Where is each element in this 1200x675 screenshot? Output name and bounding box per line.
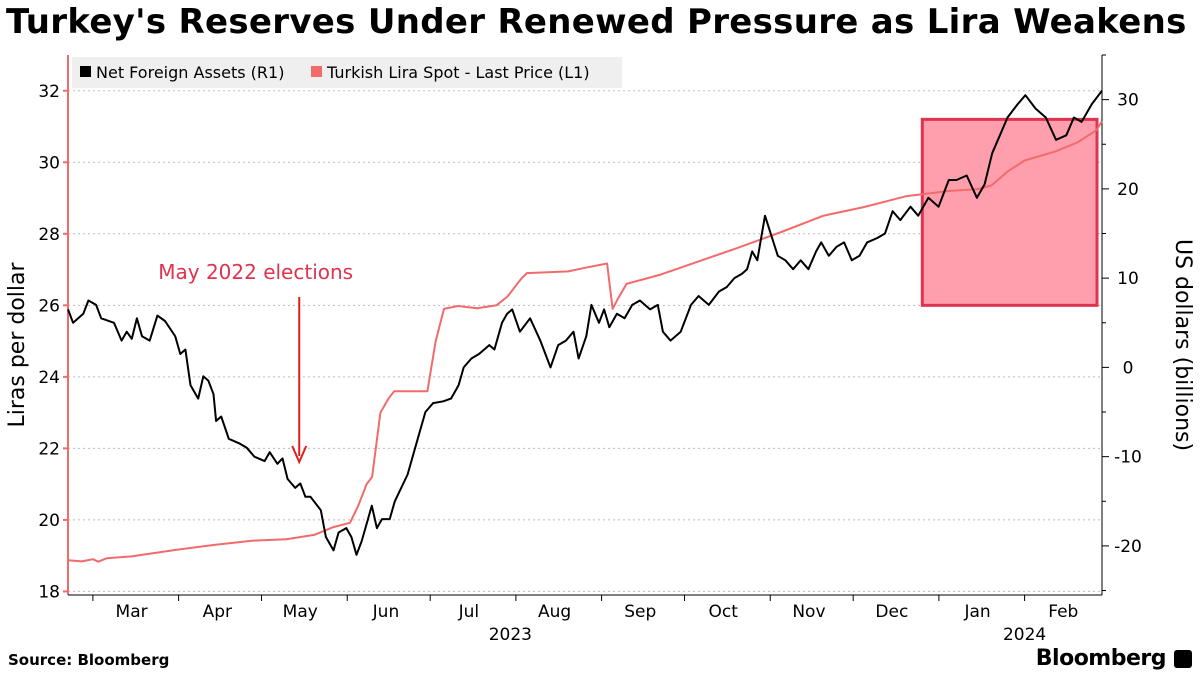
annotation-arrowhead: [291, 445, 308, 465]
legend-background: [72, 57, 622, 88]
x-tick-label-oct: Oct: [709, 602, 739, 622]
x-tick-label-jun: Jun: [372, 602, 400, 622]
highlight-box: [920, 117, 1099, 307]
left-tick-label: 26: [38, 296, 60, 316]
left-tick-label: 28: [38, 225, 60, 245]
legend-swatch-nfa: [80, 66, 91, 77]
net-foreign-assets-line: [67, 90, 1103, 556]
right-tick-label: -20: [1114, 537, 1142, 557]
x-year-label: 2024: [1003, 625, 1046, 645]
left-tick-label: 24: [38, 368, 60, 388]
x-tick-label-sep: Sep: [624, 602, 656, 622]
right-tick-label: 0: [1123, 358, 1134, 378]
left-axis-title: Liras per dollar: [5, 262, 30, 428]
source-note: Source: Bloomberg: [8, 651, 170, 669]
legend-label-lira: Turkish Lira Spot - Last Price (L1): [326, 63, 590, 82]
x-tick-label-apr: Apr: [203, 602, 232, 622]
right-tick-label: 30: [1117, 91, 1139, 111]
x-tick-label-nov: Nov: [792, 602, 825, 622]
annotation-label: May 2022 elections: [158, 260, 353, 284]
left-tick-label: 30: [38, 153, 60, 173]
bloomberg-terminal-icon: [1174, 650, 1192, 668]
x-tick-label-may: May: [283, 602, 318, 622]
right-tick-label: 20: [1117, 180, 1139, 200]
chart-title: Turkey's Reserves Under Renewed Pressure…: [6, 2, 1187, 42]
right-axis-title: US dollars (billions): [1170, 239, 1195, 451]
left-tick-label: 32: [38, 82, 60, 102]
x-tick-label-dec: Dec: [875, 602, 908, 622]
x-year-label: 2023: [489, 625, 532, 645]
x-tick-label-aug: Aug: [538, 602, 571, 622]
right-tick-label: -10: [1114, 448, 1142, 468]
right-tick-label: 10: [1117, 269, 1139, 289]
x-tick-label-jul: Jul: [458, 602, 480, 622]
left-tick-label: 22: [38, 439, 60, 459]
left-tick-label: 20: [38, 511, 60, 531]
lira-spot-line: [67, 120, 1103, 563]
x-tick-label-jan: Jan: [963, 602, 990, 622]
left-tick-label: 18: [38, 582, 60, 602]
x-tick-label-feb: Feb: [1048, 602, 1078, 622]
x-tick-label-mar: Mar: [116, 602, 148, 622]
brand-logo: Bloomberg: [1035, 646, 1167, 671]
legend-label-nfa: Net Foreign Assets (R1): [96, 63, 284, 82]
legend-swatch-lira: [311, 66, 322, 77]
